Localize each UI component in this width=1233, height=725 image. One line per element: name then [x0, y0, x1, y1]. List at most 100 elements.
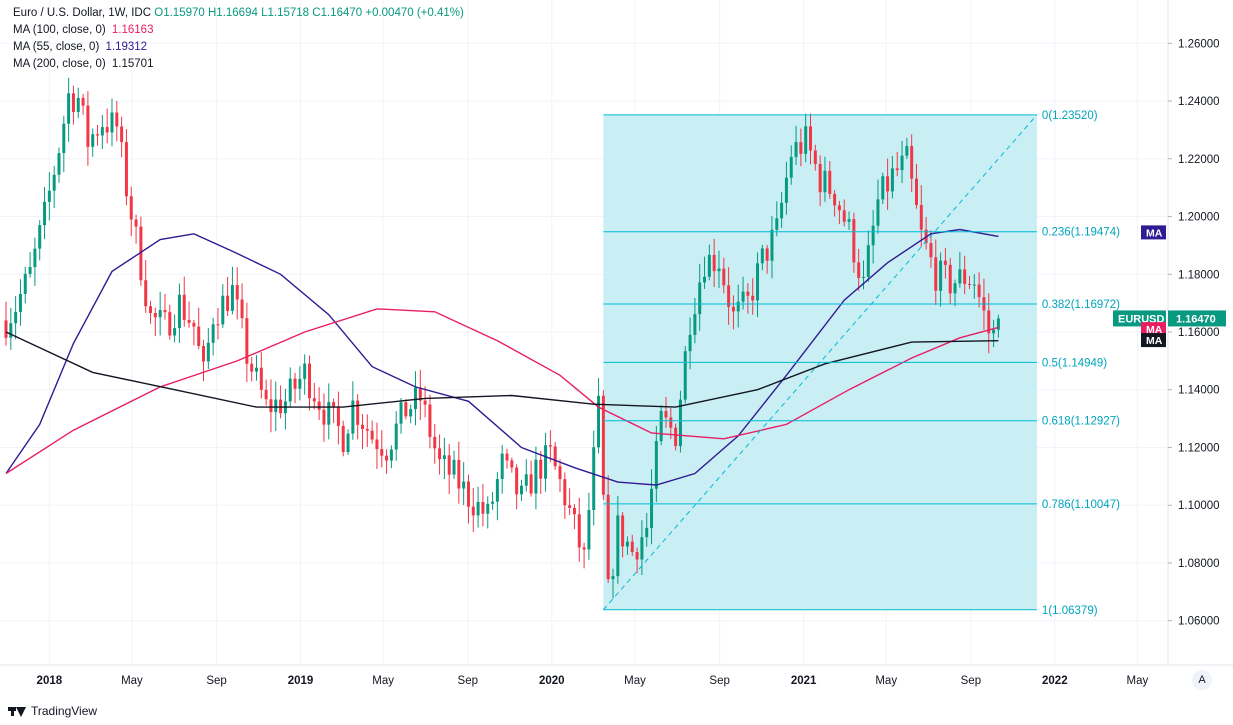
candle-body	[866, 245, 870, 278]
candle-body	[351, 400, 355, 434]
candle-body	[876, 199, 880, 226]
candle-body	[553, 446, 557, 467]
candle	[789, 145, 793, 185]
candle-body	[442, 455, 446, 460]
candle-body	[828, 170, 832, 194]
candle	[255, 355, 258, 381]
candle	[963, 255, 967, 295]
candle	[693, 297, 697, 344]
candle	[293, 372, 297, 404]
price-tick-label: 1.22000	[1178, 154, 1220, 166]
candle	[466, 474, 470, 524]
candle-body	[274, 399, 278, 413]
candle	[939, 252, 943, 307]
candle	[115, 100, 119, 142]
candle-body	[669, 417, 673, 428]
candle	[736, 284, 740, 328]
fib-level-label: 0.5(1.14949)	[1042, 357, 1107, 369]
legend-ma55-row[interactable]: MA (55, close, 0) 1.19312	[13, 39, 464, 56]
candle-body	[43, 201, 47, 226]
candle-body	[149, 306, 153, 313]
legend-ma55-value: 1.19312	[105, 41, 148, 53]
candle-body	[158, 310, 162, 318]
price-axis	[1168, 0, 1233, 664]
candle	[943, 247, 947, 279]
candle-body	[958, 269, 962, 284]
candle	[587, 492, 591, 560]
candle-body	[601, 395, 605, 495]
candle-body	[789, 157, 793, 178]
candle	[900, 140, 904, 184]
legend-open-value: 1.15970	[163, 7, 205, 19]
candle-body	[428, 404, 432, 437]
candle-body	[486, 503, 490, 514]
candle	[312, 382, 316, 410]
legend-ma200-row[interactable]: MA (200, close, 0) 1.15701	[13, 56, 464, 73]
candle	[462, 462, 466, 506]
legend-low-value: 1.15718	[267, 7, 310, 19]
candle	[519, 479, 523, 501]
candle	[303, 354, 307, 395]
fib-level-label: 0.618(1.12927)	[1042, 416, 1120, 428]
candle-body	[216, 324, 220, 326]
candle-body	[115, 112, 119, 127]
candle-body	[230, 285, 234, 311]
candle	[996, 314, 1000, 338]
candle	[28, 252, 32, 278]
candle	[837, 200, 841, 225]
candle-body	[524, 474, 528, 486]
candle	[645, 512, 649, 547]
candle-body	[650, 488, 654, 528]
candle	[4, 301, 8, 346]
candle	[722, 257, 726, 294]
candle-body	[780, 202, 784, 219]
time-tick-label: 2022	[1042, 675, 1068, 687]
candle-body	[741, 291, 745, 302]
candle	[120, 116, 124, 158]
candle-body	[308, 363, 311, 399]
candle-body	[770, 229, 774, 261]
candle-body	[197, 326, 201, 347]
candle-body	[33, 248, 37, 268]
candle-body	[163, 310, 167, 313]
legend-ma100-row[interactable]: MA (100, close, 0) 1.16163	[13, 22, 464, 39]
candle	[356, 394, 360, 440]
auto-scale-button[interactable]: A	[1192, 670, 1212, 690]
candle	[279, 385, 283, 419]
price-tick-label: 1.10000	[1178, 500, 1220, 512]
candle-body	[240, 299, 244, 319]
candle	[399, 398, 403, 434]
candle	[9, 307, 13, 350]
candle-body	[394, 423, 398, 450]
candle-body	[303, 363, 307, 379]
candle	[269, 379, 273, 433]
candle-body	[245, 318, 249, 364]
legend-ma100-label: MA (100, close, 0)	[13, 24, 106, 36]
candle	[221, 284, 225, 328]
candle-body	[996, 318, 1000, 330]
candle-body	[433, 436, 437, 449]
candle-body	[654, 441, 658, 489]
ma-badge-label: MA	[1146, 227, 1163, 239]
candle	[375, 422, 379, 469]
candle	[794, 125, 798, 166]
candle-body	[221, 295, 225, 325]
candle	[38, 220, 42, 261]
candle-body	[447, 455, 451, 475]
candle-body	[722, 268, 726, 286]
candle	[510, 457, 514, 473]
candle	[283, 388, 287, 430]
candle	[288, 367, 292, 408]
candle	[529, 460, 533, 497]
candle	[630, 534, 634, 556]
candle	[650, 469, 654, 545]
candle-body	[380, 449, 384, 456]
candle-body	[751, 295, 755, 301]
candle-body	[399, 402, 403, 424]
candle	[524, 459, 528, 492]
time-tick-label: May	[624, 675, 646, 687]
candle	[876, 179, 880, 234]
candle-body	[235, 285, 239, 300]
candle	[746, 283, 750, 314]
